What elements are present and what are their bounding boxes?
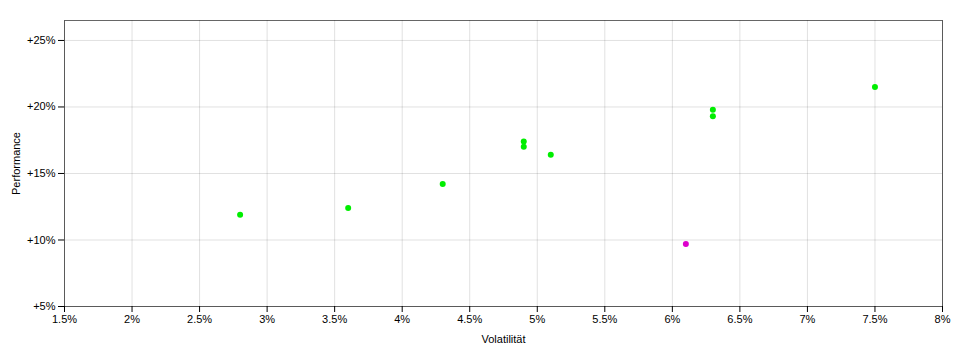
- svg-text:5%: 5%: [529, 313, 545, 325]
- svg-text:7%: 7%: [799, 313, 815, 325]
- svg-text:+10%: +10%: [27, 234, 56, 246]
- svg-text:+20%: +20%: [27, 100, 56, 112]
- svg-text:4%: 4%: [394, 313, 410, 325]
- svg-text:2.5%: 2.5%: [187, 313, 212, 325]
- svg-text:6.5%: 6.5%: [727, 313, 752, 325]
- svg-text:5.5%: 5.5%: [592, 313, 617, 325]
- svg-text:Volatilität: Volatilität: [481, 333, 525, 345]
- svg-text:3.5%: 3.5%: [322, 313, 347, 325]
- svg-text:4.5%: 4.5%: [457, 313, 482, 325]
- svg-text:6%: 6%: [664, 313, 680, 325]
- svg-text:+15%: +15%: [27, 167, 56, 179]
- svg-text:+25%: +25%: [27, 34, 56, 46]
- svg-text:+5%: +5%: [33, 300, 56, 312]
- svg-text:1.5%: 1.5%: [52, 313, 77, 325]
- svg-text:2%: 2%: [124, 313, 140, 325]
- svg-text:7.5%: 7.5%: [862, 313, 887, 325]
- svg-text:8%: 8%: [935, 313, 951, 325]
- svg-text:Performance: Performance: [10, 132, 22, 195]
- svg-text:3%: 3%: [259, 313, 275, 325]
